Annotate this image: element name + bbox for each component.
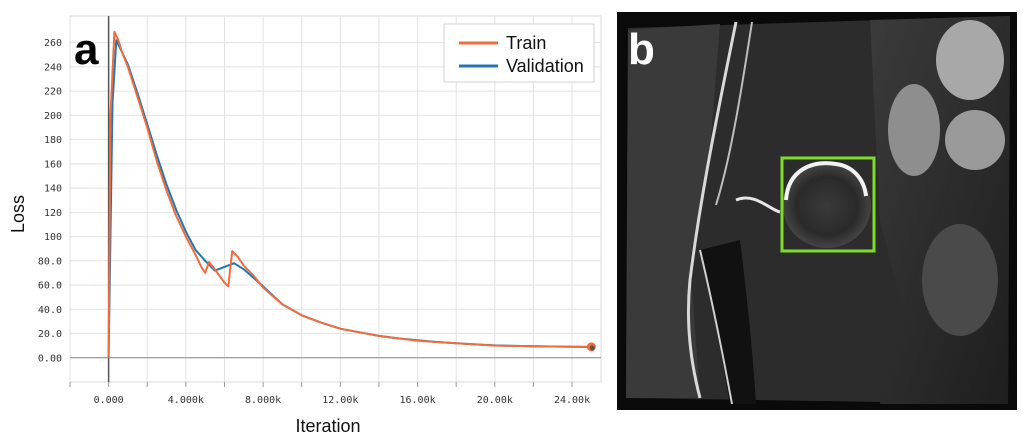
y-tick-label: 0.00 [38, 353, 62, 364]
fascia-line-2 [715, 21, 753, 206]
x-tick-labels: 0.000 4.000k 8.000k 12.00k 16.00k 20.00k 24.00… [94, 395, 591, 406]
bright-structure-3 [945, 110, 1005, 170]
mri-photo-panel-b: b [617, 12, 1017, 410]
roi-box [780, 156, 876, 253]
femoral-head [783, 164, 871, 248]
y-axis-title: Loss [8, 195, 28, 233]
series-end-point-validation [589, 345, 595, 351]
y-tick-label: 100 [44, 232, 62, 243]
x-tick-label: 20.00k [477, 395, 513, 406]
shaft-edge [699, 249, 733, 405]
panel-label-b: b [628, 25, 655, 74]
legend-box [443, 23, 595, 83]
y-tick-label: 140 [44, 184, 62, 195]
y-tick-label: 240 [44, 62, 62, 73]
joint-cartilage [784, 161, 868, 201]
x-tick-label: 4.000k [168, 395, 204, 406]
legend: Train Validation [443, 23, 595, 83]
y-tick-label: 260 [44, 38, 62, 49]
femoral-shaft [700, 240, 756, 404]
x-tick-label: 24.00k [554, 395, 590, 406]
y-tick-label: 120 [44, 208, 62, 219]
y-tick-label: 220 [44, 87, 62, 98]
y-tick-label: 40.0 [38, 305, 62, 316]
y-tick-label: 20.0 [38, 329, 62, 340]
x-axis-title: Iteration [295, 416, 360, 436]
series-lines [107, 30, 596, 357]
y-tick-label: 60.0 [38, 281, 62, 292]
series-line-train [107, 30, 592, 357]
legend-label-train: Train [506, 33, 546, 53]
bright-structure-2 [936, 20, 1004, 100]
x-tick-label: 0.000 [94, 395, 124, 406]
chart-panel-a: 0.00 20.0 40.0 60.0 80.0 100 120 140 160 180 200 22… [8, 15, 602, 436]
bright-structure-4 [922, 224, 998, 336]
left-tissue [626, 24, 720, 398]
y-tick-labels: 0.00 20.0 40.0 60.0 80.0 100 120 140 160 180 200 22… [38, 38, 62, 364]
bright-structure-1 [888, 84, 940, 176]
x-tick-label: 8.000k [245, 395, 281, 406]
x-tick-label: 16.00k [400, 395, 436, 406]
fascia-line [686, 21, 738, 399]
panel-label-a: a [74, 25, 99, 74]
joint-rim [735, 196, 781, 214]
y-tick-label: 80.0 [38, 256, 62, 267]
y-tick-label: 180 [44, 135, 62, 146]
legend-label-validation: Validation [506, 56, 584, 76]
y-tick-label: 200 [44, 111, 62, 122]
y-tick-label: 160 [44, 159, 62, 170]
x-tick-label: 12.00k [322, 395, 358, 406]
